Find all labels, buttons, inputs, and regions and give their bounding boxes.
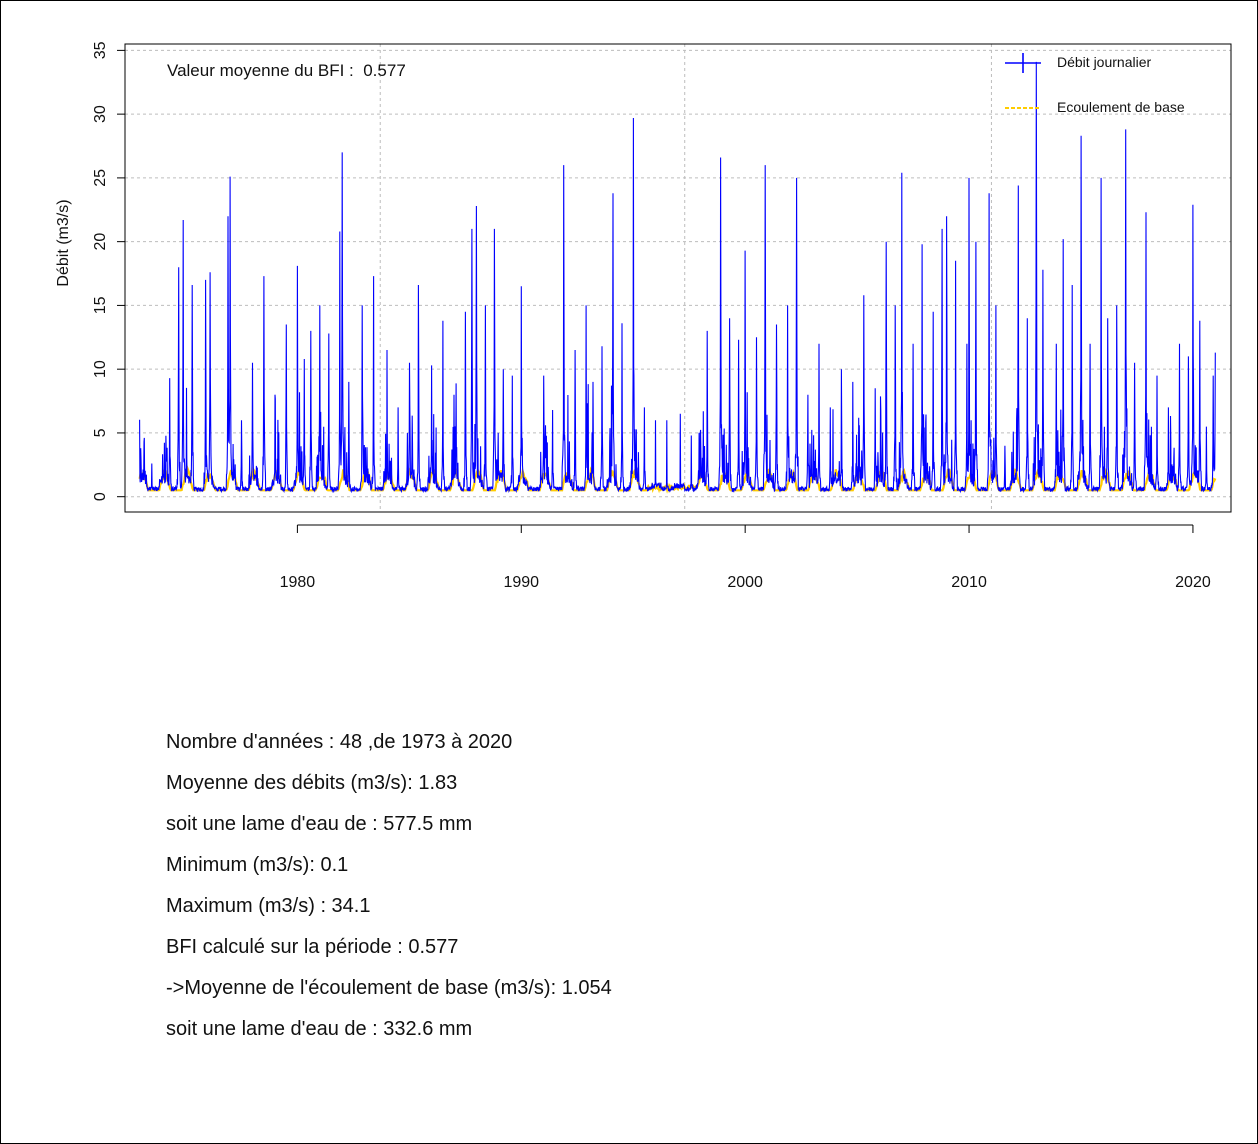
stat-years: Nombre d'années : 48 ,de 1973 à 2020 <box>166 731 513 753</box>
x-tick-label-2000: 2000 <box>727 574 763 591</box>
x-tick-label-1980: 1980 <box>280 574 316 591</box>
legend: Débit journalier Ecoulement de base <box>1005 53 1185 115</box>
bfi-annotation: Valeur moyenne du BFI : 0.577 <box>167 61 406 80</box>
daily-flow-line <box>139 61 1216 494</box>
grid-lines <box>125 44 1231 512</box>
x-tick-label-2010: 2010 <box>951 574 987 591</box>
y-tick-label-30: 30 <box>92 105 109 123</box>
y-tick-label-10: 10 <box>92 360 109 378</box>
y-axis-label: Débit (m3/s) <box>55 199 72 286</box>
stat-mean-flow: Moyenne des débits (m3/s): 1.83 <box>166 772 458 794</box>
y-tick-label-20: 20 <box>92 233 109 251</box>
x-tick-label-2020: 2020 <box>1175 574 1211 591</box>
hydrograph-chart: 0 5 10 15 20 25 30 35 Débit (m3/s) 1980 1990 2000 20… <box>55 41 1232 591</box>
y-tick-label-5: 5 <box>92 428 109 437</box>
stat-runoff-depth: soit une lame d'eau de : 577.5 mm <box>166 813 473 835</box>
y-tick-label-25: 25 <box>92 169 109 187</box>
legend-label-baseflow: Ecoulement de base <box>1057 99 1185 115</box>
y-tick-label-0: 0 <box>92 492 109 501</box>
stat-maximum: Maximum (m3/s) : 34.1 <box>166 895 371 917</box>
daily-flow-series <box>139 61 1216 494</box>
y-tick-label-35: 35 <box>92 41 109 59</box>
stat-baseflow-depth: soit une lame d'eau de : 332.6 mm <box>166 1018 473 1040</box>
axes: 0 5 10 15 20 25 30 35 Débit (m3/s) 1980 1990 2000 20… <box>55 41 1232 591</box>
stat-bfi: BFI calculé sur la période : 0.577 <box>166 936 459 958</box>
stat-minimum: Minimum (m3/s): 0.1 <box>166 854 349 876</box>
legend-label-daily-flow: Débit journalier <box>1057 54 1151 70</box>
plot-box <box>124 43 1232 513</box>
y-tick-label-15: 15 <box>92 296 109 314</box>
summary-statistics: Nombre d'années : 48 ,de 1973 à 2020 Moy… <box>166 722 612 1050</box>
stat-mean-baseflow: ->Moyenne de l'écoulement de base (m3/s)… <box>166 977 612 999</box>
x-tick-label-1990: 1990 <box>503 574 539 591</box>
